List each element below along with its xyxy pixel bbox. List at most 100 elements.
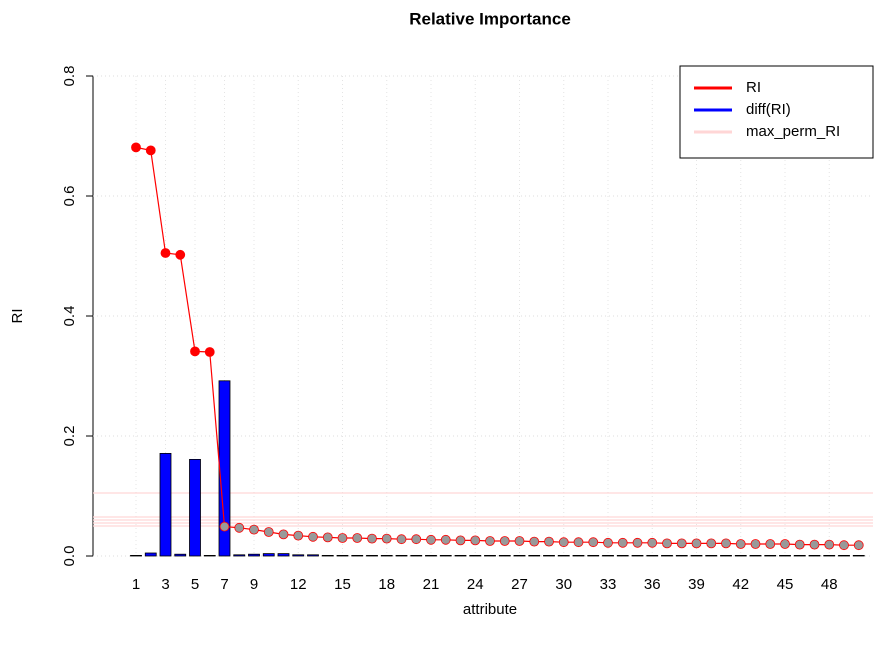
- bar: [631, 555, 644, 557]
- point: [470, 535, 481, 546]
- bar: [366, 555, 378, 557]
- point: [632, 537, 643, 548]
- point: [544, 536, 554, 547]
- legend-label: diff(RI): [746, 101, 791, 118]
- point: [676, 538, 687, 549]
- bar: [823, 555, 836, 557]
- bar: [498, 555, 511, 557]
- bar: [130, 555, 142, 557]
- bar: [262, 553, 275, 557]
- point: [588, 537, 599, 548]
- y-tick-label: 0.8: [61, 66, 78, 87]
- point: [617, 537, 628, 548]
- point: [396, 534, 407, 545]
- point: [691, 538, 702, 549]
- x-tick-label: 24: [467, 576, 484, 593]
- y-axis-label: RI: [9, 309, 26, 324]
- bar: [705, 555, 718, 557]
- bar: [513, 555, 526, 557]
- point: [219, 521, 230, 532]
- point: [853, 540, 864, 551]
- x-tick-label: 21: [423, 576, 440, 593]
- point: [662, 538, 672, 549]
- x-axis-label: attribute: [463, 601, 517, 618]
- bar: [336, 555, 349, 557]
- bar: [852, 555, 865, 557]
- y-tick-label: 0.6: [61, 186, 78, 207]
- bar: [646, 555, 659, 557]
- bar: [174, 553, 187, 557]
- point: [249, 524, 259, 535]
- bar: [159, 452, 172, 557]
- x-tick-label: 12: [290, 576, 307, 593]
- bar: [557, 555, 570, 557]
- point: [204, 347, 215, 357]
- x-tick-label: 48: [821, 576, 838, 593]
- bar: [321, 555, 334, 557]
- y-tick-label: 0.4: [61, 306, 78, 327]
- x-tick-label: 15: [334, 576, 351, 593]
- bar: [690, 555, 703, 557]
- bar: [808, 555, 821, 557]
- bar: [675, 555, 688, 557]
- point: [706, 538, 717, 549]
- x-tick-label: 27: [511, 576, 528, 593]
- point: [337, 533, 348, 543]
- bar: [410, 555, 423, 557]
- point: [455, 535, 466, 546]
- point: [234, 522, 245, 533]
- point: [485, 536, 495, 546]
- point: [514, 536, 525, 546]
- x-tick-label: 33: [600, 576, 617, 593]
- bar: [720, 555, 732, 557]
- point: [175, 249, 186, 260]
- bar: [749, 555, 762, 557]
- point: [809, 539, 820, 550]
- bar: [543, 555, 555, 557]
- x-tick-label: 45: [777, 576, 794, 593]
- x-tick-label: 1: [132, 576, 140, 593]
- point: [780, 539, 790, 549]
- bar: [292, 554, 305, 557]
- bar: [838, 555, 850, 557]
- x-tick-label: 36: [644, 576, 661, 593]
- bar: [351, 555, 364, 557]
- bar: [380, 555, 393, 557]
- x-tick-label: 3: [161, 576, 169, 593]
- bar: [439, 555, 452, 557]
- x-tick-label: 39: [688, 576, 705, 593]
- x-tick-label: 42: [732, 576, 749, 593]
- bar: [189, 458, 201, 557]
- bar: [661, 555, 673, 557]
- chart-title: Relative Importance: [409, 9, 571, 28]
- x-tick-label: 5: [191, 576, 199, 593]
- legend-label: RI: [746, 79, 761, 96]
- bar: [616, 555, 629, 557]
- bar: [144, 552, 157, 557]
- bar: [307, 554, 319, 557]
- point: [529, 536, 540, 547]
- legend-box: [679, 65, 874, 159]
- point: [145, 145, 156, 156]
- point: [322, 532, 333, 543]
- point: [824, 539, 835, 550]
- bar: [572, 555, 585, 557]
- point: [190, 346, 200, 357]
- bar: [779, 555, 791, 557]
- point: [352, 533, 363, 543]
- point: [308, 531, 318, 542]
- point: [293, 530, 304, 541]
- x-tick-label: 18: [378, 576, 395, 593]
- bar: [425, 555, 437, 557]
- x-tick-label: 7: [220, 576, 228, 593]
- bar: [203, 555, 216, 557]
- point: [721, 538, 731, 549]
- point: [278, 529, 289, 540]
- point: [750, 539, 761, 549]
- point: [735, 539, 746, 549]
- bar: [602, 555, 614, 557]
- point: [765, 539, 776, 549]
- bar: [248, 553, 260, 557]
- point: [603, 537, 613, 548]
- point: [411, 534, 422, 545]
